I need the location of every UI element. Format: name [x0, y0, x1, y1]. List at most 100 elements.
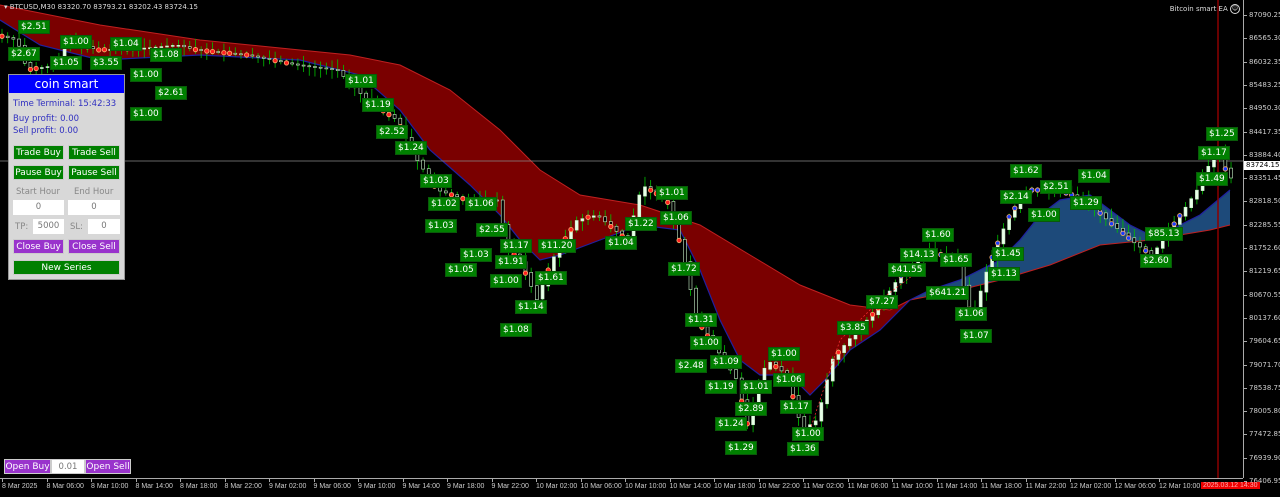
candle-body [324, 67, 329, 70]
price-tick: 85483.25 [1243, 81, 1280, 90]
open-sell-button[interactable]: Open Sell [85, 459, 131, 474]
candle-body [392, 114, 397, 119]
profit-label: $1.04 [110, 37, 142, 51]
end-hour-input[interactable]: 0 [68, 200, 120, 215]
profit-label: $3.85 [837, 321, 869, 335]
trade-link-line [809, 269, 921, 431]
sell-entry-marker [648, 187, 654, 193]
time-tick: 9 Mar 18:00 [447, 479, 485, 490]
buy-entry-marker [1012, 205, 1018, 211]
time-tick: 10 Mar 06:00 [580, 479, 622, 490]
new-series-button[interactable]: New Series [13, 260, 120, 275]
price-tick: 83884.40 [1243, 151, 1280, 160]
profit-label: $1.36 [787, 442, 819, 456]
candle-body [250, 54, 255, 57]
candle-body [267, 57, 272, 60]
ohlc-values: 83320.70 83793.21 83202.43 83724.15 [57, 3, 198, 11]
candle-body [170, 45, 175, 47]
sell-entry-marker [773, 364, 779, 370]
buy-entry-marker [995, 240, 1001, 246]
candle-body [1229, 167, 1233, 179]
profit-label: $2.14 [1000, 190, 1032, 204]
trade-buy-button[interactable]: Trade Buy [13, 145, 64, 160]
time-tick: 8 Mar 22:00 [224, 479, 262, 490]
pause-sell-button[interactable]: Pause Sell [68, 165, 120, 180]
buy-profit: Buy profit: 0.00 [13, 114, 80, 124]
time-tick: 9 Mar 10:00 [358, 479, 396, 490]
profit-label: $1.05 [445, 263, 477, 277]
ea-name: Bitcoin smart EA [1169, 5, 1228, 13]
price-axis[interactable]: 87090.25 86565.30 86032.35 85483.25 84950.30… [1243, 0, 1280, 485]
candle-body [290, 62, 294, 65]
lot-size-input[interactable]: 0.01 [51, 459, 85, 474]
candle-body [11, 37, 16, 40]
profit-label: $1.03 [425, 219, 457, 233]
trade-sell-button[interactable]: Trade Sell [68, 145, 120, 160]
time-tick: 8 Mar 14:00 [135, 479, 173, 490]
candle-body [216, 51, 221, 53]
candle-body [318, 66, 323, 69]
sl-input[interactable]: 0 [88, 219, 120, 234]
profit-label: $2.48 [675, 359, 707, 373]
profit-label: $1.03 [420, 174, 452, 188]
candle-body [1001, 228, 1006, 245]
time-tick: 12 Mar 02:00 [1070, 479, 1112, 490]
profit-label: $1.29 [725, 441, 757, 455]
profit-label: $1.06 [773, 373, 805, 387]
time-terminal: Time Terminal: 15:42:33 [13, 99, 117, 109]
candle-body [637, 194, 642, 218]
time-tick: 8 Mar 18:00 [180, 479, 218, 490]
profit-label: $1.00 [60, 35, 92, 49]
candle-body [358, 87, 363, 94]
profit-label: $1.22 [625, 217, 657, 231]
time-tick: 11 Mar 18:00 [981, 479, 1022, 490]
sell-entry-marker [101, 47, 108, 53]
profit-label: $1.06 [955, 307, 987, 321]
time-tick: 8 Mar 10:00 [91, 479, 129, 490]
panel-title[interactable]: coin smart [9, 75, 124, 93]
candle-body [614, 225, 619, 232]
buy-entry-marker [1126, 235, 1132, 241]
profit-label: $2.52 [376, 125, 408, 139]
sell-entry-marker [790, 394, 796, 400]
candle-body [552, 256, 556, 272]
close-buy-button[interactable]: Close Buy [13, 239, 64, 254]
profit-label: $1.01 [740, 380, 772, 394]
price-tick: 81752.60 [1243, 244, 1280, 253]
buy-entry-marker [1034, 187, 1041, 193]
buy-entry-marker [1108, 221, 1115, 227]
profit-label: $1.25 [1206, 127, 1238, 141]
price-tick: 78538.75 [1243, 384, 1280, 393]
sell-entry-marker [96, 47, 102, 53]
price-tick: 84417.35 [1243, 128, 1280, 137]
time-tick: 8 Mar 06:00 [46, 479, 84, 490]
time-tick: 10 Mar 02:00 [536, 479, 578, 490]
candle-body [603, 216, 607, 223]
candle-body [643, 186, 647, 197]
sell-entry-marker [0, 33, 5, 39]
candle-body [591, 215, 596, 218]
time-tick: 9 Mar 14:00 [402, 479, 440, 490]
sell-entry-marker [227, 50, 233, 56]
pause-buy-button[interactable]: Pause Buy [13, 165, 64, 180]
candle-body [984, 271, 989, 293]
buy-entry-marker [1177, 213, 1183, 219]
open-buy-button[interactable]: Open Buy [4, 459, 51, 474]
time-axis[interactable]: 12 Mar 10:00 12 Mar 06:00 12 Mar 02:00 11 M… [0, 478, 1260, 497]
price-tick: 80137.60 [1243, 314, 1280, 323]
profit-label: $1.09 [710, 355, 742, 369]
candle-body [1104, 212, 1108, 220]
sell-entry-marker [204, 48, 210, 54]
profit-label: $7.27 [866, 295, 898, 309]
candle-body [142, 47, 147, 50]
profit-label: $1.17 [1198, 146, 1230, 160]
dropdown-triangle-icon[interactable]: ▾ [4, 3, 8, 11]
tp-input[interactable]: 5000 [33, 219, 64, 234]
ea-indicator[interactable]: Bitcoin smart EA ☺ [1170, 4, 1240, 14]
start-hour-input[interactable]: 0 [13, 200, 64, 215]
close-sell-button[interactable]: Close Sell [68, 239, 120, 254]
profit-label: $2.51 [18, 20, 50, 34]
sell-entry-marker [27, 66, 34, 73]
current-price-tag: 83724.15 [1244, 161, 1280, 170]
slow-ma-line [0, 4, 1231, 311]
